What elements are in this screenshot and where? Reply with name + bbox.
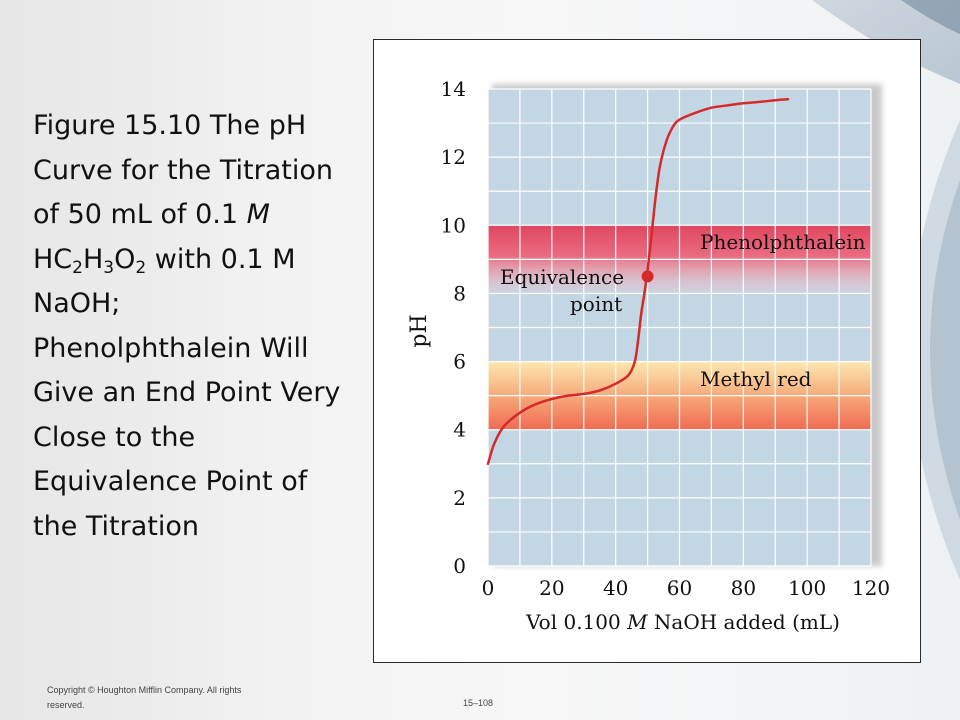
slide-title: Figure 15.10 The pH Curve for the Titrat…: [33, 110, 341, 542]
y-tick-label: 2: [453, 486, 466, 510]
y-tick-label: 4: [453, 418, 466, 442]
x-axis-label: Vol 0.100 M NaOH added (mL): [525, 610, 840, 634]
ph-titration-chart: 0 2 4 6 8 10 12 14 0 20 40 60 80 100 120 Phenolphthale…: [407, 77, 891, 634]
y-tick-label: 12: [441, 145, 466, 169]
y-tick-label: 14: [441, 77, 466, 101]
x-tick-label: 120: [852, 576, 890, 600]
y-tick-label: 8: [453, 281, 466, 305]
annotation-point: point: [570, 292, 622, 316]
equivalence-point-marker: [641, 270, 654, 283]
y-axis-label: pH: [407, 314, 432, 347]
slide-number: 15–108: [463, 698, 494, 708]
x-tick-label: 0: [482, 576, 495, 600]
gridlines: [487, 88, 872, 567]
band-label-methyl-red: Methyl red: [700, 367, 812, 391]
chart-marks: 0 2 4 6 8 10 12 14 0 20 40 60 80 100 120: [441, 77, 891, 600]
x-tick-label: 80: [731, 576, 756, 600]
figure-frame: 0 2 4 6 8 10 12 14 0 20 40 60 80 100 120 Phenolphthale…: [373, 39, 921, 663]
x-tick-label: 20: [539, 576, 564, 600]
side-decoration: [910, 120, 960, 580]
y-tick-label: 0: [453, 554, 466, 578]
copyright-notice: Copyright © Houghton Mifflin Company. Al…: [47, 685, 242, 710]
y-tick-label: 6: [453, 350, 466, 374]
y-tick-label: 10: [441, 213, 466, 237]
x-tick-label: 40: [603, 576, 628, 600]
annotation-equivalence: Equivalence: [500, 265, 624, 289]
band-label-phenolphthalein: Phenolphthalein: [700, 230, 866, 254]
x-tick-label: 100: [788, 576, 826, 600]
x-tick-label: 60: [667, 576, 692, 600]
